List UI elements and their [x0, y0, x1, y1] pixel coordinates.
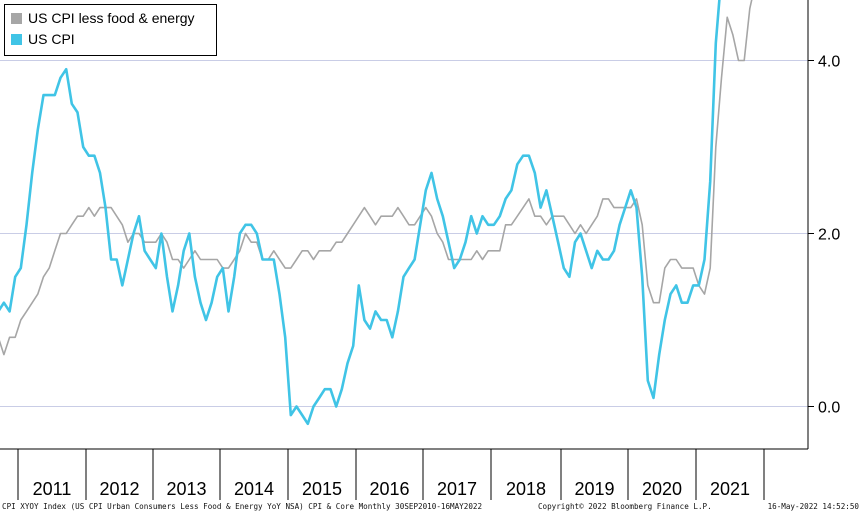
- legend-item-core-cpi: US CPI less food & energy: [11, 8, 195, 28]
- x-tick-label-4: 2015: [302, 479, 342, 499]
- series-line-0: [0, 0, 753, 356]
- y-tick-label-2: 4.0: [818, 54, 840, 71]
- series-line-1: [0, 0, 721, 426]
- legend-label-cpi: US CPI: [28, 31, 75, 47]
- y-tick-label-0: 0.0: [818, 400, 840, 417]
- x-tick-label-5: 2016: [369, 479, 409, 499]
- legend-swatch-cpi: [11, 33, 22, 45]
- legend-item-cpi: US CPI: [11, 29, 75, 49]
- x-tick-label-3: 2014: [234, 479, 274, 499]
- legend-label-core-cpi: US CPI less food & energy: [28, 10, 195, 26]
- footer-source: CPI XYOY Index (US CPI Urban Consumers L…: [2, 502, 483, 511]
- x-tick-label-0: 2011: [33, 479, 72, 499]
- gridlines: [0, 60, 808, 407]
- legend: US CPI less food & energy US CPI: [4, 4, 217, 56]
- series-lines: [0, 0, 753, 426]
- footer-timestamp: 16-May-2022 14:52:50: [767, 502, 859, 511]
- x-tick-label-8: 2019: [574, 479, 614, 499]
- x-tick-label-6: 2017: [437, 479, 477, 499]
- footer-copyright: Copyright© 2022 Bloomberg Finance L.P.: [537, 502, 712, 511]
- x-tick-label-7: 2018: [506, 479, 546, 499]
- x-tick-label-10: 2021: [710, 479, 750, 499]
- x-tick-label-1: 2012: [99, 479, 139, 499]
- chart-footer: CPI XYOY Index (US CPI Urban Consumers L…: [2, 502, 859, 516]
- y-tick-label-1: 2.0: [818, 227, 840, 244]
- x-tick-label-2: 2013: [166, 479, 206, 499]
- axes: 0.02.04.06.08.02011201220132014201520162…: [0, 0, 840, 500]
- legend-swatch-core-cpi: [11, 12, 22, 24]
- x-tick-label-9: 2020: [642, 479, 682, 499]
